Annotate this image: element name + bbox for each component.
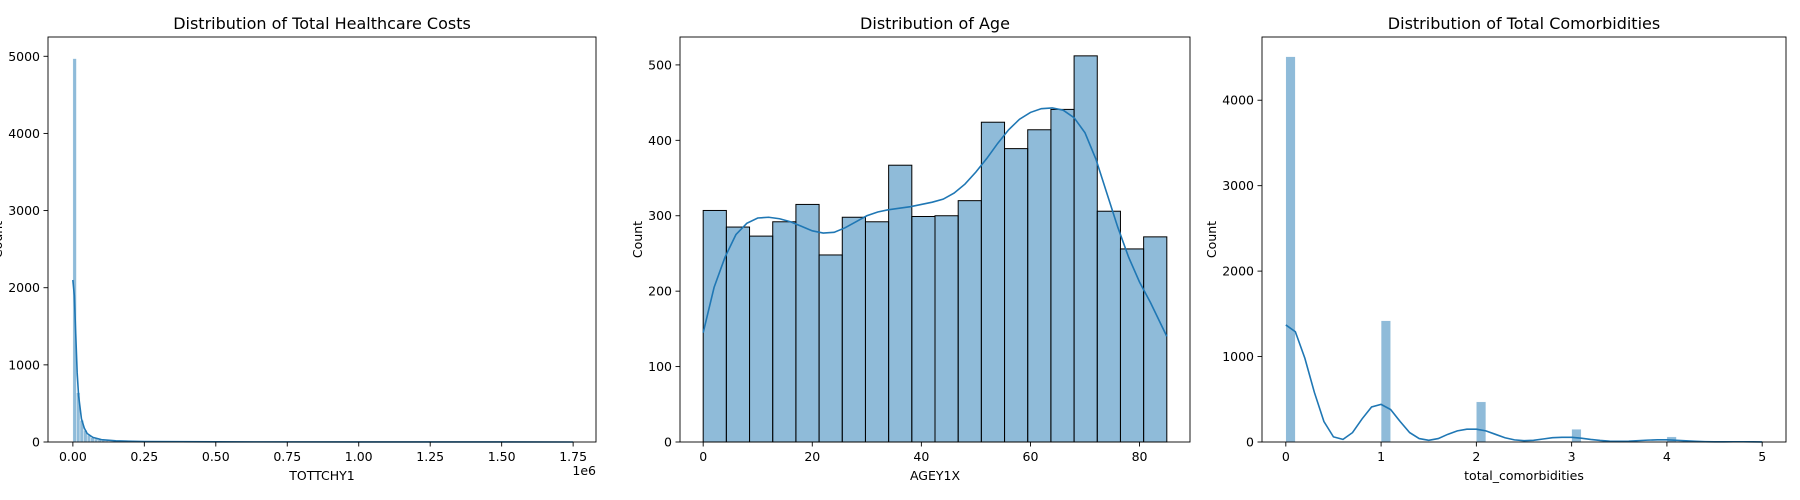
- kde-line: [72, 279, 574, 443]
- y-tick-label: 2000: [1222, 264, 1254, 279]
- kde-line: [702, 107, 1168, 337]
- histogram-bar: [702, 209, 727, 443]
- y-tick-label: 400: [648, 133, 672, 148]
- x-axis-label: AGEY1X: [910, 468, 961, 483]
- axes-frame: [47, 36, 597, 443]
- x-tick-label: 2: [1472, 449, 1480, 464]
- x-tick-label: 1.50: [488, 449, 516, 464]
- x-axis-label: TOTTCHY1: [288, 468, 355, 483]
- x-tick-label: 80: [1132, 449, 1148, 464]
- x-offset-label: 1e6: [572, 463, 596, 478]
- y-axis-label: Count: [0, 221, 5, 258]
- y-axis-label: Count: [630, 221, 645, 258]
- x-tick-label: 1.75: [559, 449, 587, 464]
- y-tick-label: 1000: [8, 357, 40, 372]
- y-tick-label: 0: [32, 435, 40, 450]
- bars: [72, 58, 574, 443]
- bars: [702, 55, 1168, 443]
- y-tick-label: 500: [648, 57, 672, 72]
- y-tick-label: 4000: [1222, 93, 1254, 108]
- x-tick-label: 20: [804, 449, 820, 464]
- histogram-bar: [980, 121, 1006, 443]
- y-tick-label: 0: [664, 435, 672, 450]
- y-tick-label: 5000: [8, 49, 40, 64]
- x-tick-label: 0.50: [202, 449, 230, 464]
- x-tick-label: 1.00: [345, 449, 373, 464]
- histogram-bar: [725, 226, 751, 443]
- y-tick-label: 2000: [8, 280, 40, 295]
- x-tick-label: 1.25: [416, 449, 444, 464]
- axes-frame: [679, 36, 1191, 443]
- chart-title: Distribution of Total Healthcare Costs: [173, 14, 471, 33]
- y-tick-label: 1000: [1222, 349, 1254, 364]
- y-tick-label: 4000: [8, 126, 40, 141]
- chart-1: 0.00 0.25 0.50 0.75 1.00 1.25 1.50 1.75 0 1000 200…: [0, 14, 597, 483]
- x-tick-label: 0: [1282, 449, 1290, 464]
- histogram-bar: [749, 235, 774, 443]
- histogram-bar: [818, 254, 843, 443]
- histogram-bar: [1380, 320, 1391, 443]
- histogram-bar: [72, 58, 77, 443]
- y-tick-label: 100: [648, 359, 672, 374]
- y-tick-label: 200: [648, 284, 672, 299]
- histogram-bar: [1571, 428, 1582, 443]
- histogram-bar: [1027, 129, 1052, 443]
- x-tick-label: 0.25: [130, 449, 158, 464]
- histogram-bar: [1004, 148, 1029, 443]
- histogram-bar: [772, 221, 797, 443]
- chart-title: Distribution of Total Comorbidities: [1388, 14, 1660, 33]
- x-tick-label: 60: [1023, 449, 1039, 464]
- histogram-bar: [1285, 56, 1296, 443]
- y-tick-label: 3000: [1222, 178, 1254, 193]
- x-tick-label: 1: [1377, 449, 1385, 464]
- chart-3: 0 1 2 3 4 5 0 1000 2000 3000 4000 Distribution of T…: [1204, 14, 1787, 483]
- y-tick-label: 300: [648, 208, 672, 223]
- chart-2: 0 20 40 60 80 0 100 200 300 400 500 Distribution of…: [630, 14, 1191, 483]
- histogram-bar: [1143, 236, 1168, 443]
- x-tick-label: 0: [699, 449, 707, 464]
- histogram-bar: [934, 215, 959, 443]
- x-tick-label: 3: [1568, 449, 1576, 464]
- x-tick-label: 40: [913, 449, 929, 464]
- histogram-bar: [1476, 401, 1487, 443]
- x-tick-label: 0.00: [59, 449, 87, 464]
- y-tick-label: 3000: [8, 203, 40, 218]
- x-tick-label: 5: [1758, 449, 1766, 464]
- y-axis-label: Count: [1204, 221, 1219, 258]
- chart-title: Distribution of Age: [860, 14, 1010, 33]
- y-tick-label: 0: [1246, 435, 1254, 450]
- kde-line: [1285, 324, 1763, 443]
- axes-frame: [1261, 36, 1787, 443]
- histogram-bar: [957, 200, 982, 443]
- histogram-bar: [1073, 55, 1098, 443]
- histogram-bar: [864, 221, 890, 443]
- histogram-bar: [1096, 210, 1121, 443]
- histogram-bar: [1050, 108, 1075, 443]
- histogram-bar: [1119, 248, 1145, 443]
- histogram-bar: [911, 215, 936, 443]
- x-tick-label: 0.75: [273, 449, 301, 464]
- x-axis-label: total_comorbidities: [1464, 468, 1584, 483]
- bars: [1285, 56, 1763, 443]
- histogram-bar: [795, 203, 820, 443]
- x-tick-label: 4: [1663, 449, 1671, 464]
- histogram-bar: [841, 216, 866, 443]
